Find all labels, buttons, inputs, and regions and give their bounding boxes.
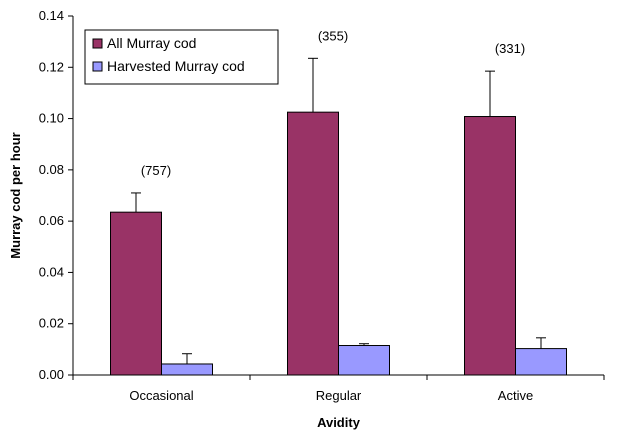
x-tick-label: Regular <box>316 388 362 403</box>
legend-box <box>84 29 279 85</box>
legend-swatch-all-murray-cod <box>92 38 103 49</box>
bar-all-murray-cod <box>287 111 339 376</box>
legend-label-harvested-murray-cod: Harvested Murray cod <box>107 58 245 74</box>
bar-harvested-murray-cod <box>338 345 390 376</box>
x-axis: Occasional Regular Active <box>72 374 605 403</box>
y-axis-title: Murray cod per hour <box>8 132 23 258</box>
y-tick-label: 0.08 <box>39 162 64 177</box>
x-axis-title: Avidity <box>317 415 361 430</box>
y-tick-label: 0.10 <box>39 111 64 126</box>
bar-all-murray-cod <box>110 211 162 376</box>
legend: All Murray cod Harvested Murray cod <box>84 29 279 85</box>
sample-size-label: (757) <box>141 163 171 178</box>
bars <box>110 57 567 376</box>
y-tick-label: 0.12 <box>39 59 64 74</box>
bar-all-murray-cod <box>464 116 516 376</box>
y-tick-label: 0.02 <box>39 316 64 331</box>
y-tick-label: 0.14 <box>39 8 64 23</box>
bar-harvested-murray-cod <box>161 363 213 376</box>
y-tick-label: 0.00 <box>39 367 64 382</box>
y-tick-label: 0.04 <box>39 264 64 279</box>
legend-swatch-harvested-murray-cod <box>92 61 103 72</box>
annotations: (757) (355) (331) <box>141 28 525 178</box>
y-axis: 0.00 0.02 0.04 0.06 0.08 0.10 0.12 0.14 <box>39 8 74 382</box>
sample-size-label: (331) <box>495 41 525 56</box>
bar-harvested-murray-cod <box>515 348 567 376</box>
y-tick-label: 0.06 <box>39 213 64 228</box>
x-tick-label: Active <box>498 388 533 403</box>
legend-label-all-murray-cod: All Murray cod <box>107 35 196 51</box>
sample-size-label: (355) <box>318 28 348 43</box>
x-tick-label: Occasional <box>129 388 193 403</box>
